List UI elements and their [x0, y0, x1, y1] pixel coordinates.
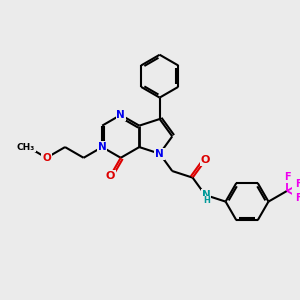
Text: CH₃: CH₃	[17, 142, 35, 152]
Text: N: N	[155, 149, 164, 159]
Text: N: N	[202, 190, 211, 200]
Text: F: F	[284, 172, 290, 182]
Text: O: O	[200, 155, 210, 165]
Text: O: O	[105, 171, 115, 181]
Text: N: N	[116, 110, 125, 120]
Text: N: N	[98, 142, 106, 152]
Text: F: F	[296, 193, 300, 203]
Text: H: H	[203, 196, 210, 205]
Text: O: O	[42, 153, 51, 163]
Text: F: F	[296, 179, 300, 189]
